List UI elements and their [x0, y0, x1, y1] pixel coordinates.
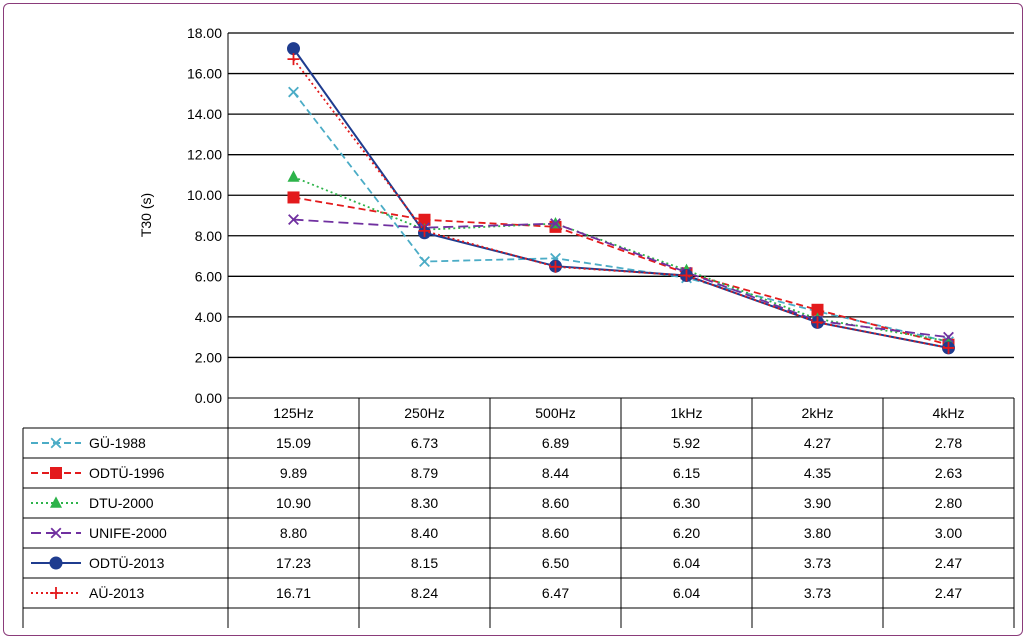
data-point — [549, 260, 562, 273]
y-tick-label: 14.00 — [187, 106, 222, 122]
table-cell-value: 6.47 — [542, 585, 569, 601]
legend-series-name: DTU-2000 — [89, 495, 154, 511]
data-table: 125Hz 250Hz 500Hz 1kHz 2kHz 4kHz GÜ-1988 15.09 6… — [22, 397, 1015, 628]
legend-key-marker — [50, 496, 62, 508]
table-cell-value: 8.24 — [411, 585, 438, 601]
legend-key-marker — [50, 527, 62, 539]
table-cell-value: 8.80 — [280, 525, 307, 541]
table-cell-value: 10.90 — [276, 495, 311, 511]
data-point — [418, 213, 431, 226]
series-line — [292, 91, 949, 343]
series-line — [293, 196, 949, 346]
table-cell-value: 4.35 — [804, 465, 831, 481]
table-cell-value: 8.60 — [542, 495, 569, 511]
data-point — [418, 224, 431, 237]
legend-series-name: GÜ-1988 — [89, 434, 146, 451]
legend-series-name: ODTÜ-1996 — [89, 464, 165, 481]
table-cell-value: 6.30 — [673, 495, 700, 511]
data-point — [680, 269, 693, 282]
table-cell-value: 4.27 — [804, 435, 831, 451]
table-cell-value: 9.89 — [280, 465, 307, 481]
data-point — [287, 191, 300, 204]
data-point — [943, 331, 954, 343]
category-label: 2kHz — [802, 405, 834, 421]
table-cell-value: 3.73 — [804, 585, 831, 601]
series-0 — [288, 86, 954, 348]
series-line — [293, 176, 949, 343]
legend-series-name: ODTÜ-2013 — [89, 554, 165, 571]
gridlines — [227, 32, 1014, 399]
series-line — [293, 218, 949, 339]
y-axis-label: T30 (s) — [138, 193, 154, 237]
table-cell-value: 6.73 — [411, 435, 438, 451]
series-5 — [287, 53, 955, 354]
legend-key-marker — [50, 587, 62, 599]
data-point — [811, 316, 824, 329]
table-cell-value: 8.40 — [411, 525, 438, 541]
table-cell-value: 8.44 — [542, 465, 569, 481]
table-cell-value: 16.71 — [276, 585, 311, 601]
y-tick-label: 10.00 — [187, 187, 222, 203]
y-tick-label: 6.00 — [195, 268, 222, 284]
data-point — [288, 86, 299, 98]
y-axis-ticks: 0.00 2.00 4.00 6.00 8.00 10.00 12.00 14.00 16.00… — [187, 25, 222, 406]
y-tick-label: 0.00 — [195, 390, 222, 406]
table-cell-value: 6.04 — [673, 555, 700, 571]
table-cell-value: 2.47 — [935, 555, 962, 571]
table-cell-value: 6.15 — [673, 465, 700, 481]
series-line — [292, 48, 949, 349]
series-3 — [288, 214, 954, 343]
table-cell-value: 2.47 — [935, 585, 962, 601]
table-cell-value: 2.80 — [935, 495, 962, 511]
data-point — [287, 170, 300, 182]
table-cell-value: 6.04 — [673, 585, 700, 601]
data-point — [419, 256, 430, 267]
data-point — [811, 303, 824, 316]
data-point — [287, 53, 300, 66]
table-cell-value: 5.92 — [673, 435, 700, 451]
legend-series-name: AÜ-2013 — [89, 584, 144, 601]
category-label: 500Hz — [535, 405, 575, 421]
table-cell-value: 17.23 — [276, 555, 311, 571]
y-tick-label: 8.00 — [195, 228, 222, 244]
series-lines — [287, 42, 955, 355]
table-cell-value: 2.63 — [935, 465, 962, 481]
legend-key-marker — [50, 467, 62, 479]
table-cell-value: 2.78 — [935, 435, 962, 451]
legend-key-marker — [50, 437, 62, 449]
table-cell-value: 6.20 — [673, 525, 700, 541]
table-cell-value: 6.50 — [542, 555, 569, 571]
series-line — [292, 58, 949, 349]
category-label: 4kHz — [933, 405, 965, 421]
category-label: 125Hz — [273, 405, 313, 421]
series-4 — [287, 42, 955, 355]
table-cell-value: 15.09 — [276, 435, 311, 451]
legend-series-name: UNIFE-2000 — [89, 525, 167, 541]
category-label: 1kHz — [671, 405, 703, 421]
table-cell-value: 8.15 — [411, 555, 438, 571]
data-point — [287, 42, 300, 56]
table-cell-value: 6.89 — [542, 435, 569, 451]
y-tick-label: 16.00 — [187, 66, 222, 82]
data-point — [288, 214, 299, 225]
table-cell-value: 3.73 — [804, 555, 831, 571]
table-cell-value: 8.79 — [411, 465, 438, 481]
table-cell-value: 3.80 — [804, 525, 831, 541]
table-cell-value: 3.90 — [804, 495, 831, 511]
y-tick-label: 18.00 — [187, 25, 222, 41]
table-cell-value: 8.60 — [542, 525, 569, 541]
data-point — [550, 218, 561, 230]
data-point — [942, 341, 955, 354]
table-cell-value: 8.30 — [411, 495, 438, 511]
table-cell-value: 3.00 — [935, 525, 962, 541]
y-tick-label: 2.00 — [195, 349, 222, 365]
legend-key-marker — [49, 556, 63, 570]
y-tick-label: 4.00 — [195, 309, 222, 325]
figure-frame — [3, 3, 1023, 636]
y-tick-label: 12.00 — [187, 147, 222, 163]
category-label: 250Hz — [404, 405, 444, 421]
